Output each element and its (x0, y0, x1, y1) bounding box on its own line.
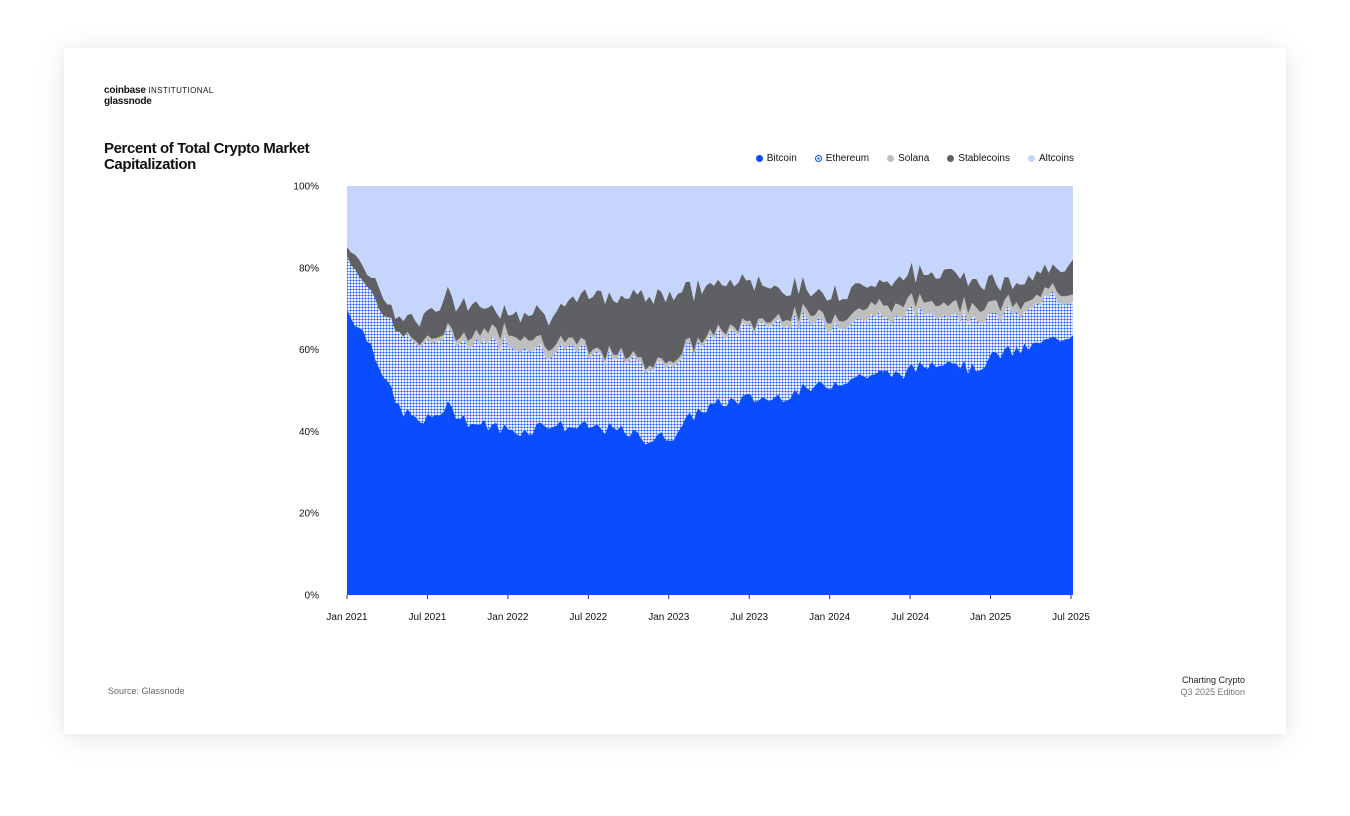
y-tick-label: 100% (293, 182, 319, 193)
y-axis: 0% 20% 40% 60% 80% 100% (293, 182, 319, 602)
y-tick-label: 80% (299, 263, 319, 274)
brand-glassnode: glassnode (104, 96, 152, 107)
x-tick-label: Jan 2023 (648, 612, 690, 623)
altcoins-dot-icon (1027, 155, 1035, 162)
brand-logo: coinbase INSTITUTIONAL glassnode (104, 85, 214, 107)
x-tick-label: Jan 2022 (487, 612, 529, 623)
y-tick-label: 60% (299, 345, 319, 356)
y-tick-label: 0% (305, 591, 320, 602)
x-axis: Jan 2021 Jul 2021 Jan 2022 Jul 2022 Jan 2023… (326, 595, 1090, 623)
legend-item-bitcoin: Bitcoin (755, 153, 797, 164)
bitcoin-dot-icon (755, 155, 763, 162)
area-bitcoin (347, 308, 1073, 595)
y-tick-label: 20% (299, 509, 319, 520)
legend-item-ethereum: Ethereum (814, 153, 870, 164)
chart-areas (347, 186, 1073, 595)
x-tick-label: Jan 2024 (809, 612, 851, 623)
x-tick-label: Jul 2021 (409, 612, 447, 623)
x-tick-label: Jul 2025 (1052, 612, 1090, 623)
area-altcoins (347, 186, 1073, 327)
chart-plot: 0%20%40%60%80%100% Jan 2021 Jul 2021 Jan 2… (293, 182, 1090, 624)
legend-item-altcoins: Altcoins (1027, 153, 1074, 164)
legend-label-stablecoins: Stablecoins (958, 153, 1010, 164)
footer-title: Charting Crypto (1181, 675, 1245, 685)
ethereum-dotted-dot-icon (814, 155, 822, 162)
x-tick-label: Jul 2022 (569, 612, 607, 623)
chart-legend: Bitcoin Ethereum Solana Stablecoins Altc… (755, 153, 1074, 164)
brand-coinbase: coinbase (104, 85, 146, 96)
legend-label-altcoins: Altcoins (1038, 153, 1074, 164)
chart-card: coinbase INSTITUTIONAL glassnode Percent… (64, 48, 1286, 734)
legend-label-ethereum: Ethereum (825, 153, 870, 164)
legend-item-stablecoins: Stablecoins (947, 153, 1010, 164)
y-tick-label: 40% (299, 427, 319, 438)
brand-institutional: INSTITUTIONAL (148, 86, 214, 95)
area-stablecoins (347, 246, 1073, 370)
legend-item-solana: Solana (887, 153, 929, 164)
x-tick-label: Jul 2023 (730, 612, 768, 623)
solana-dot-icon (887, 155, 895, 162)
area-ethereum (347, 255, 1073, 445)
x-tick-label: Jan 2021 (326, 612, 368, 623)
source-note: Source: Glassnode (108, 686, 185, 696)
legend-label-solana: Solana (898, 153, 930, 164)
area-solana (347, 255, 1073, 375)
legend-label-bitcoin: Bitcoin (766, 153, 797, 164)
footer-edition: Charting Crypto Q3 2025 Edition (1180, 674, 1245, 698)
stablecoins-dot-icon (947, 155, 955, 162)
x-tick-label: Jul 2024 (891, 612, 929, 623)
footer-edition-label: Q3 2025 Edition (1180, 687, 1245, 697)
x-tick-label: Jan 2025 (970, 612, 1012, 623)
chart-title: Percent of Total Crypto Market Capitaliz… (104, 140, 310, 173)
